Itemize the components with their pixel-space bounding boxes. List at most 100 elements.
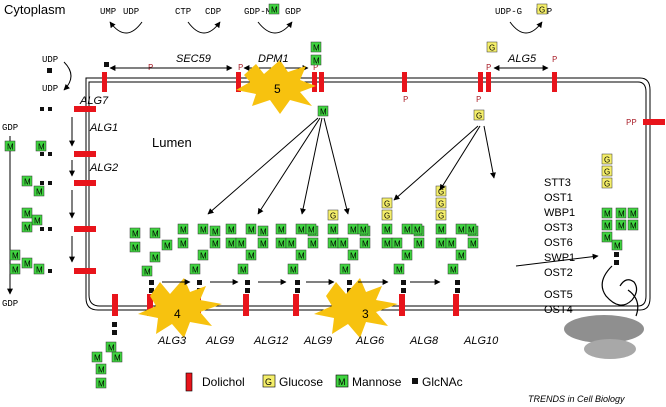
enzyme-alg8: ALG8 [409, 335, 439, 347]
glcnac-square [245, 280, 250, 285]
er-membrane [85, 77, 651, 311]
enzyme-alg7: ALG7 [79, 95, 109, 107]
glucose-box [601, 177, 613, 189]
mannose-letter: M [350, 226, 357, 235]
glucose-box [536, 3, 548, 15]
mannose-box [111, 351, 123, 363]
mannose-letter: M [212, 228, 219, 237]
mannose-box [627, 207, 639, 219]
svg-text:M: M [338, 377, 346, 387]
mannose-box [467, 237, 479, 249]
svg-text:OST5: OST5 [544, 289, 573, 301]
mannose-box [91, 351, 103, 363]
mannose-box [95, 377, 107, 389]
svg-text:P: P [238, 63, 243, 73]
ost-complex-labels: STT3 OST1 WBP1 OST3 OST6 SWP1 OST2 OST5 … [544, 177, 575, 316]
mannose-letter: M [630, 210, 637, 219]
mannose-letter: M [152, 254, 159, 263]
mannose-box [391, 237, 403, 249]
mannose-box [177, 223, 189, 235]
gdp-m-label: GDP-M [244, 7, 271, 17]
mannose-letter: M [278, 240, 285, 249]
mannose-letter: M [313, 44, 320, 53]
mannose-letter: M [260, 240, 267, 249]
mannose-letter: M [192, 266, 199, 275]
glcnac-square [401, 288, 406, 293]
mannose-letter: M [438, 226, 445, 235]
glcnac-square [401, 280, 406, 285]
mannose-box [9, 249, 21, 261]
mannose-letter: M [271, 6, 278, 15]
mannose-letter: M [36, 188, 43, 197]
mannose-letter: M [310, 240, 317, 249]
glcnac-square [245, 288, 250, 293]
mannose-box [197, 223, 209, 235]
mannose-box [601, 231, 613, 243]
mannose-letter: M [618, 222, 625, 231]
mannose-letter: M [396, 266, 403, 275]
mannose-box [310, 41, 322, 53]
enzyme-alg2: ALG2 [89, 162, 118, 174]
mannose-letter: M [470, 240, 477, 249]
mannose-letter: M [108, 344, 115, 353]
mannose-box [601, 219, 613, 231]
mannose-letter: M [313, 57, 320, 66]
mannose-letter: M [36, 266, 43, 275]
mannose-box [611, 239, 623, 251]
mannose-box [435, 223, 447, 235]
mannose-letter: M [24, 178, 31, 187]
svg-text:OST4: OST4 [544, 304, 573, 316]
glcnac-square [614, 252, 619, 257]
svg-text:STT3: STT3 [544, 177, 571, 189]
mannose-letter: M [98, 366, 105, 375]
mannose-letter: M [290, 266, 297, 275]
reaction-udp-loop: UDP UDP [42, 55, 72, 94]
lumen-progress-arrows [162, 253, 599, 285]
mannose-letter: M [248, 252, 255, 261]
mannose-letter: M [416, 240, 423, 249]
glcnac-square [295, 280, 300, 285]
glucose-letter: G [476, 112, 482, 121]
step-4-burst: 4 [138, 278, 222, 338]
mannose-box [141, 265, 153, 277]
mannose-box [149, 227, 161, 239]
ump-label: UMP [100, 7, 116, 17]
mannose-letter: M [330, 226, 337, 235]
mannose-letter: M [330, 240, 337, 249]
udp-side-top: UDP [42, 55, 58, 65]
step-5-label: 5 [274, 82, 281, 96]
mannose-box [465, 223, 477, 235]
udp-g-label: UDP-G [495, 7, 522, 17]
glucose-box [435, 197, 447, 209]
mannose-letter: M [228, 226, 235, 235]
mannose-box [615, 207, 627, 219]
mannose-box [209, 237, 221, 249]
svg-text:P: P [476, 95, 481, 105]
glucose-box [381, 197, 393, 209]
mannose-box [327, 223, 339, 235]
mannose-letter: M [240, 266, 247, 275]
dolichol-bar [147, 294, 153, 316]
cytoplasm-label: Cytoplasm [4, 2, 65, 17]
gdp-side-top: GDP [2, 123, 18, 133]
mannose-letter: M [448, 240, 455, 249]
mannose-letter: M [362, 240, 369, 249]
mannose-letter: M [342, 266, 349, 275]
dolichol-bar [112, 294, 118, 316]
mannose-box [393, 263, 405, 275]
enzyme-alg12: ALG12 [253, 335, 288, 347]
mannose-box [9, 263, 21, 275]
mannose-box [627, 219, 639, 231]
mannose-box [189, 263, 201, 275]
mannose-box [305, 223, 317, 235]
mannose-letter: M [384, 240, 391, 249]
glucose-letter: G [489, 44, 495, 53]
glucose-box [473, 109, 485, 121]
mannose-letter: M [308, 226, 315, 235]
ribosome [564, 265, 644, 359]
udp-label: UDP [123, 7, 139, 17]
mannose-letter: M [340, 240, 347, 249]
legend-glcnac-label: GlcNAc [422, 375, 463, 389]
glucose-letter: G [438, 188, 444, 197]
